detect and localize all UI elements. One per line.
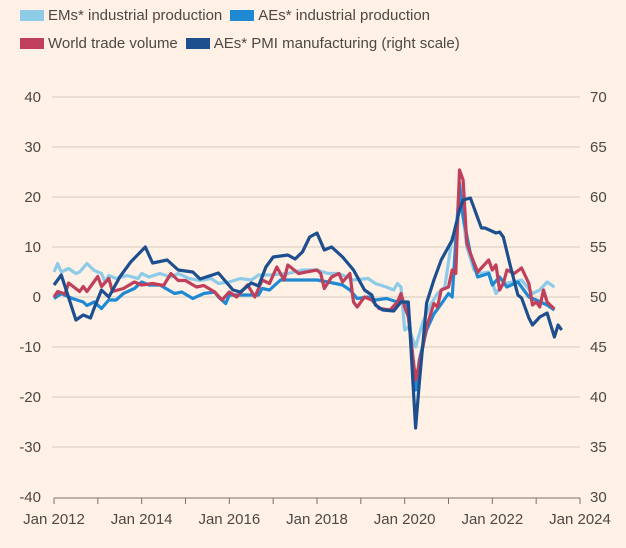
y-tick-label-left: -30 — [19, 439, 41, 456]
legend-label: EMs* industrial production — [48, 7, 223, 24]
legend-row-2: World trade volume AEs* PMI manufacturin… — [20, 35, 468, 52]
legend-item-world-trade: World trade volume — [20, 35, 178, 52]
y-tick-label-right: 65 — [590, 139, 607, 156]
y-tick-label-left: 20 — [24, 189, 41, 206]
series-line-world-trade-volume — [52, 168, 556, 382]
legend-swatch — [20, 10, 44, 21]
x-tick-label: Jan 2020 — [374, 511, 436, 528]
x-tick-label: Jan 2012 — [23, 511, 85, 528]
x-tick-label: Jan 2022 — [461, 511, 523, 528]
legend-item-ems-ip: EMs* industrial production — [20, 7, 222, 24]
y-tick-label-left: 10 — [24, 239, 41, 256]
y-tick-label-right: 55 — [590, 239, 607, 256]
y-tick-label-right: 45 — [590, 339, 607, 356]
series-line-aes-pmi-manufacturing-right-scale — [52, 196, 563, 430]
y-tick-label-right: 50 — [590, 289, 607, 306]
legend-label: World trade volume — [48, 35, 178, 52]
y-tick-label-left: -40 — [19, 489, 41, 506]
legend-item-aes-pmi: AEs* PMI manufacturing (right scale) — [185, 35, 460, 52]
y-tick-label-right: 40 — [590, 389, 607, 406]
y-tick-label-left: -10 — [19, 339, 41, 356]
y-tick-label-left: 0 — [33, 289, 41, 306]
legend-row-1: EMs* industrial production AEs* industri… — [20, 7, 438, 24]
x-tick-label: Jan 2024 — [549, 511, 611, 528]
y-tick-label-left: 30 — [24, 139, 41, 156]
x-tick-label: Jan 2018 — [286, 511, 348, 528]
y-tick-label-left: -20 — [19, 389, 41, 406]
x-tick-label: Jan 2014 — [111, 511, 173, 528]
x-tick-label: Jan 2016 — [198, 511, 260, 528]
legend-label: AEs* PMI manufacturing (right scale) — [213, 35, 460, 52]
legend-label: AEs* industrial production — [258, 7, 431, 24]
y-tick-label-right: 30 — [590, 489, 607, 506]
legend-swatch — [185, 38, 210, 49]
legend-item-aes-ip: AEs* industrial production — [230, 7, 430, 24]
legend-swatch — [20, 38, 44, 49]
y-tick-label-right: 60 — [590, 189, 607, 206]
y-tick-label-left: 40 — [24, 89, 41, 106]
legend-swatch — [230, 10, 255, 21]
y-tick-label-right: 70 — [590, 89, 607, 106]
y-tick-label-right: 35 — [590, 439, 607, 456]
